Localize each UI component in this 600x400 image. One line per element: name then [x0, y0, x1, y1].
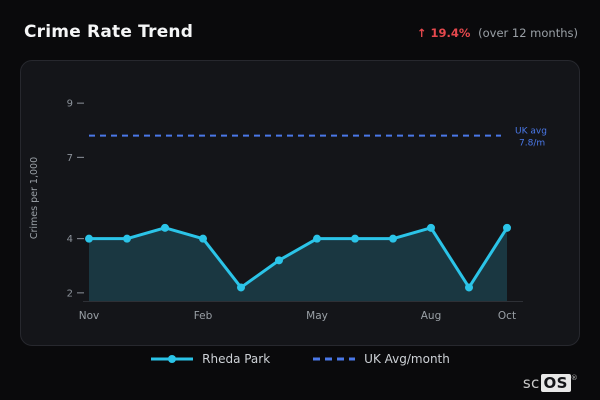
chart-legend: Rheda Park UK Avg/month — [0, 352, 600, 366]
svg-text:Nov: Nov — [79, 310, 100, 322]
svg-text:Crimes per 1,000: Crimes per 1,000 — [29, 157, 40, 239]
legend-item-uk-avg[interactable]: UK Avg/month — [312, 352, 450, 366]
legend-item-rheda-park[interactable]: Rheda Park — [150, 352, 270, 366]
registered-mark: ® — [570, 374, 578, 382]
line-dot-swatch-icon — [151, 355, 194, 363]
svg-text:7.8/m: 7.8/m — [519, 139, 545, 149]
svg-text:Aug: Aug — [421, 310, 442, 322]
crime-trend-chart: 9 7 4 2 Crimes per 1,000 Nov Feb May Aug Oct UK av… — [29, 99, 547, 322]
legend-label: UK Avg/month — [364, 352, 450, 366]
svg-text:9: 9 — [67, 99, 73, 110]
scos-logo: sc OS ® — [523, 374, 578, 392]
svg-text:7: 7 — [67, 153, 73, 164]
page-title: Crime Rate Trend — [24, 22, 194, 42]
chart-panel: 9 7 4 2 Crimes per 1,000 Nov Feb May Aug Oct UK av… — [20, 60, 580, 346]
svg-text:May: May — [306, 310, 328, 322]
svg-text:Oct: Oct — [498, 310, 516, 322]
trend-caption: (over 12 months) — [478, 26, 578, 40]
svg-text:2: 2 — [67, 288, 73, 299]
up-arrow-icon: ↑ — [416, 26, 427, 40]
svg-text:4: 4 — [67, 234, 73, 245]
brand-prefix: sc — [522, 374, 540, 392]
trend-delta: ↑ 19.4% — [417, 26, 471, 40]
brand-os: OS — [540, 374, 571, 392]
trend-stat: ↑ 19.4% (over 12 months) — [417, 26, 578, 40]
page-header: Crime Rate Trend ↑ 19.4% (over 12 months… — [24, 22, 578, 42]
svg-text:UK avg: UK avg — [515, 127, 547, 137]
legend-label: Rheda Park — [202, 352, 271, 366]
trend-delta-value: 19.4% — [430, 26, 471, 40]
dashed-line-swatch-icon — [313, 357, 356, 361]
svg-text:Feb: Feb — [194, 310, 213, 322]
